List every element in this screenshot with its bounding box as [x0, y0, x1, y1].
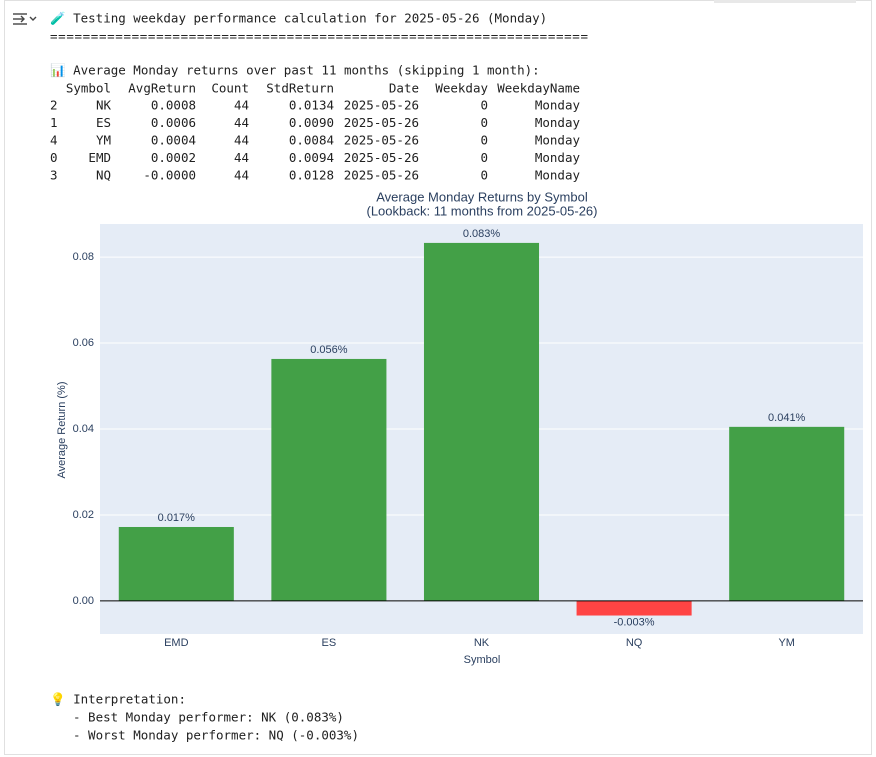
- table-cell: 2025-05-26: [344, 150, 419, 165]
- summary: 📊 Average Monday returns over past 11 mo…: [50, 63, 540, 78]
- table-cell: 2025-05-26: [344, 115, 419, 130]
- table-cell: Monday: [535, 133, 581, 148]
- x-axis-label: Symbol: [464, 654, 501, 666]
- table-cell: NQ: [96, 168, 111, 183]
- value-label: 0.017%: [158, 512, 196, 524]
- table-cell: 0: [480, 115, 488, 130]
- scrollbar: [714, 0, 856, 3]
- table-header: Weekday: [435, 81, 488, 96]
- x-tick-label: NQ: [626, 637, 643, 649]
- table-cell: 0: [480, 98, 488, 113]
- table-cell: 0.0094: [289, 150, 334, 165]
- table-cell: 0.0006: [151, 115, 196, 130]
- interpretation: 💡 Interpretation:: [50, 692, 186, 707]
- table-cell: 0: [480, 168, 488, 183]
- x-tick-label: NK: [474, 637, 490, 649]
- table-cell: 44: [234, 150, 249, 165]
- x-tick-label: YM: [778, 637, 795, 649]
- worst-performer: - Worst Monday performer: NQ (-0.003%): [73, 728, 359, 743]
- table-header: WeekdayName: [497, 81, 580, 96]
- table-cell: 44: [234, 133, 249, 148]
- row-index: 1: [50, 115, 58, 130]
- table-header: AvgReturn: [128, 81, 196, 96]
- table-cell: 0: [480, 133, 488, 148]
- row-index: 0: [50, 150, 58, 165]
- bar: [271, 358, 387, 601]
- table-cell: 44: [234, 98, 249, 113]
- table-cell: 44: [234, 115, 249, 130]
- table-cell: 0.0090: [289, 115, 334, 130]
- table-cell: EMD: [88, 150, 111, 165]
- bar: [423, 242, 540, 601]
- row-index: 4: [50, 133, 58, 148]
- table-cell: YM: [96, 133, 111, 148]
- table-cell: 2025-05-26: [344, 98, 419, 113]
- value-label: -0.003%: [614, 616, 655, 628]
- table-cell: 0.0134: [289, 98, 334, 113]
- table-cell: Monday: [535, 115, 581, 130]
- heading: 🧪 Testing weekday performance calculatio…: [50, 11, 547, 26]
- chart-title: Average Monday Returns by Symbol: [376, 189, 588, 204]
- table-cell: 0: [480, 150, 488, 165]
- table-cell: 44: [234, 168, 249, 183]
- table-cell: 0.0128: [289, 168, 334, 183]
- row-index: 3: [50, 168, 58, 183]
- y-tick-label: 0.06: [73, 337, 94, 349]
- table-cell: -0.0000: [143, 168, 196, 183]
- value-label: 0.056%: [310, 344, 348, 356]
- table-cell: 0.0004: [151, 133, 196, 148]
- best-performer: - Best Monday performer: NK (0.083%): [73, 710, 344, 725]
- table-header: Date: [389, 81, 419, 96]
- bar: [729, 426, 845, 601]
- table-header: Symbol: [66, 81, 111, 96]
- y-tick-label: 0.04: [73, 423, 94, 435]
- y-tick-label: 0.00: [73, 595, 94, 607]
- chart-title: (Lookback: 11 months from 2025-05-26): [367, 203, 598, 218]
- value-label: 0.041%: [768, 412, 806, 424]
- table-cell: Monday: [535, 150, 581, 165]
- bar: [118, 526, 234, 601]
- table-cell: Monday: [535, 98, 581, 113]
- table-cell: 0.0008: [151, 98, 196, 113]
- table-cell: 0.0084: [289, 133, 334, 148]
- table-cell: 0.0002: [151, 150, 196, 165]
- rule: ========================================…: [50, 29, 588, 44]
- table-cell: NK: [96, 98, 112, 113]
- y-tick-label: 0.08: [73, 251, 94, 263]
- x-tick-label: EMD: [164, 637, 189, 649]
- y-tick-label: 0.02: [73, 509, 94, 521]
- table-cell: ES: [96, 115, 111, 130]
- value-label: 0.083%: [463, 228, 501, 240]
- table-header: StdReturn: [266, 81, 334, 96]
- row-index: 2: [50, 98, 58, 113]
- output-menu-icon[interactable]: [13, 13, 37, 25]
- y-axis-label: Average Return (%): [56, 381, 68, 478]
- table-header: Count: [211, 81, 249, 96]
- table-cell: 2025-05-26: [344, 168, 419, 183]
- table-cell: Monday: [535, 168, 581, 183]
- table-cell: 2025-05-26: [344, 133, 419, 148]
- bar: [576, 600, 692, 616]
- x-tick-label: ES: [322, 637, 337, 649]
